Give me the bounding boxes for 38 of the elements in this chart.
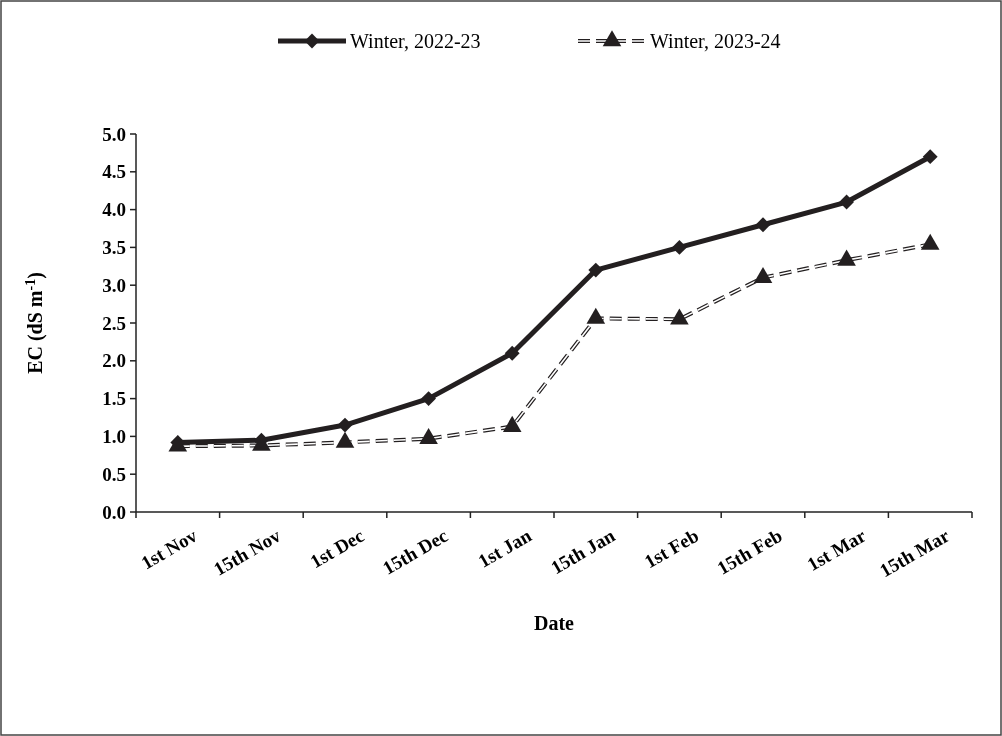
point xyxy=(588,262,604,278)
point xyxy=(837,249,856,266)
y-tick-label: 0.0 xyxy=(102,501,126,523)
x-tick-label: 1st Feb xyxy=(640,524,703,573)
y-tick-label: 3.0 xyxy=(102,274,126,296)
point xyxy=(586,307,606,324)
x-tick-label: 15th Jan xyxy=(547,524,619,579)
point xyxy=(922,149,938,165)
y-tick-label: 1.0 xyxy=(102,426,126,448)
y-tick-label: 2.5 xyxy=(102,312,126,334)
point xyxy=(419,427,438,445)
y-tick-label: 2.0 xyxy=(102,350,126,372)
x-tick-label: 1st Jan xyxy=(474,524,536,572)
x-tick-label: 1st Dec xyxy=(306,524,368,573)
x-tick-label: 15th Dec xyxy=(379,524,452,579)
point xyxy=(670,308,689,325)
x-tick-label: 1st Mar xyxy=(803,524,870,575)
x-tick-label: 15th Mar xyxy=(876,524,954,582)
point xyxy=(671,239,687,255)
x-tick-label: 15th Feb xyxy=(713,524,786,579)
x-tick-label: 1st Nov xyxy=(137,524,201,574)
y-tick-label: 5.0 xyxy=(102,123,126,145)
point xyxy=(504,345,520,361)
y-tick-label: 3.5 xyxy=(102,237,126,259)
y-tick-label: 4.5 xyxy=(102,161,126,183)
x-tick-label: 15th Nov xyxy=(210,524,285,580)
y-tick-label: 0.5 xyxy=(102,463,126,485)
legend-label: Winter, 2023-24 xyxy=(650,30,781,52)
point xyxy=(502,415,522,432)
legend-label: Winter, 2022-23 xyxy=(350,30,481,52)
point xyxy=(753,266,773,284)
point xyxy=(920,233,940,250)
y-tick-label: 4.0 xyxy=(102,199,126,221)
y-tick-label: 1.5 xyxy=(102,388,126,410)
point xyxy=(839,194,855,210)
point xyxy=(335,431,355,448)
x-axis-title: Date xyxy=(534,612,575,634)
point xyxy=(755,217,771,233)
